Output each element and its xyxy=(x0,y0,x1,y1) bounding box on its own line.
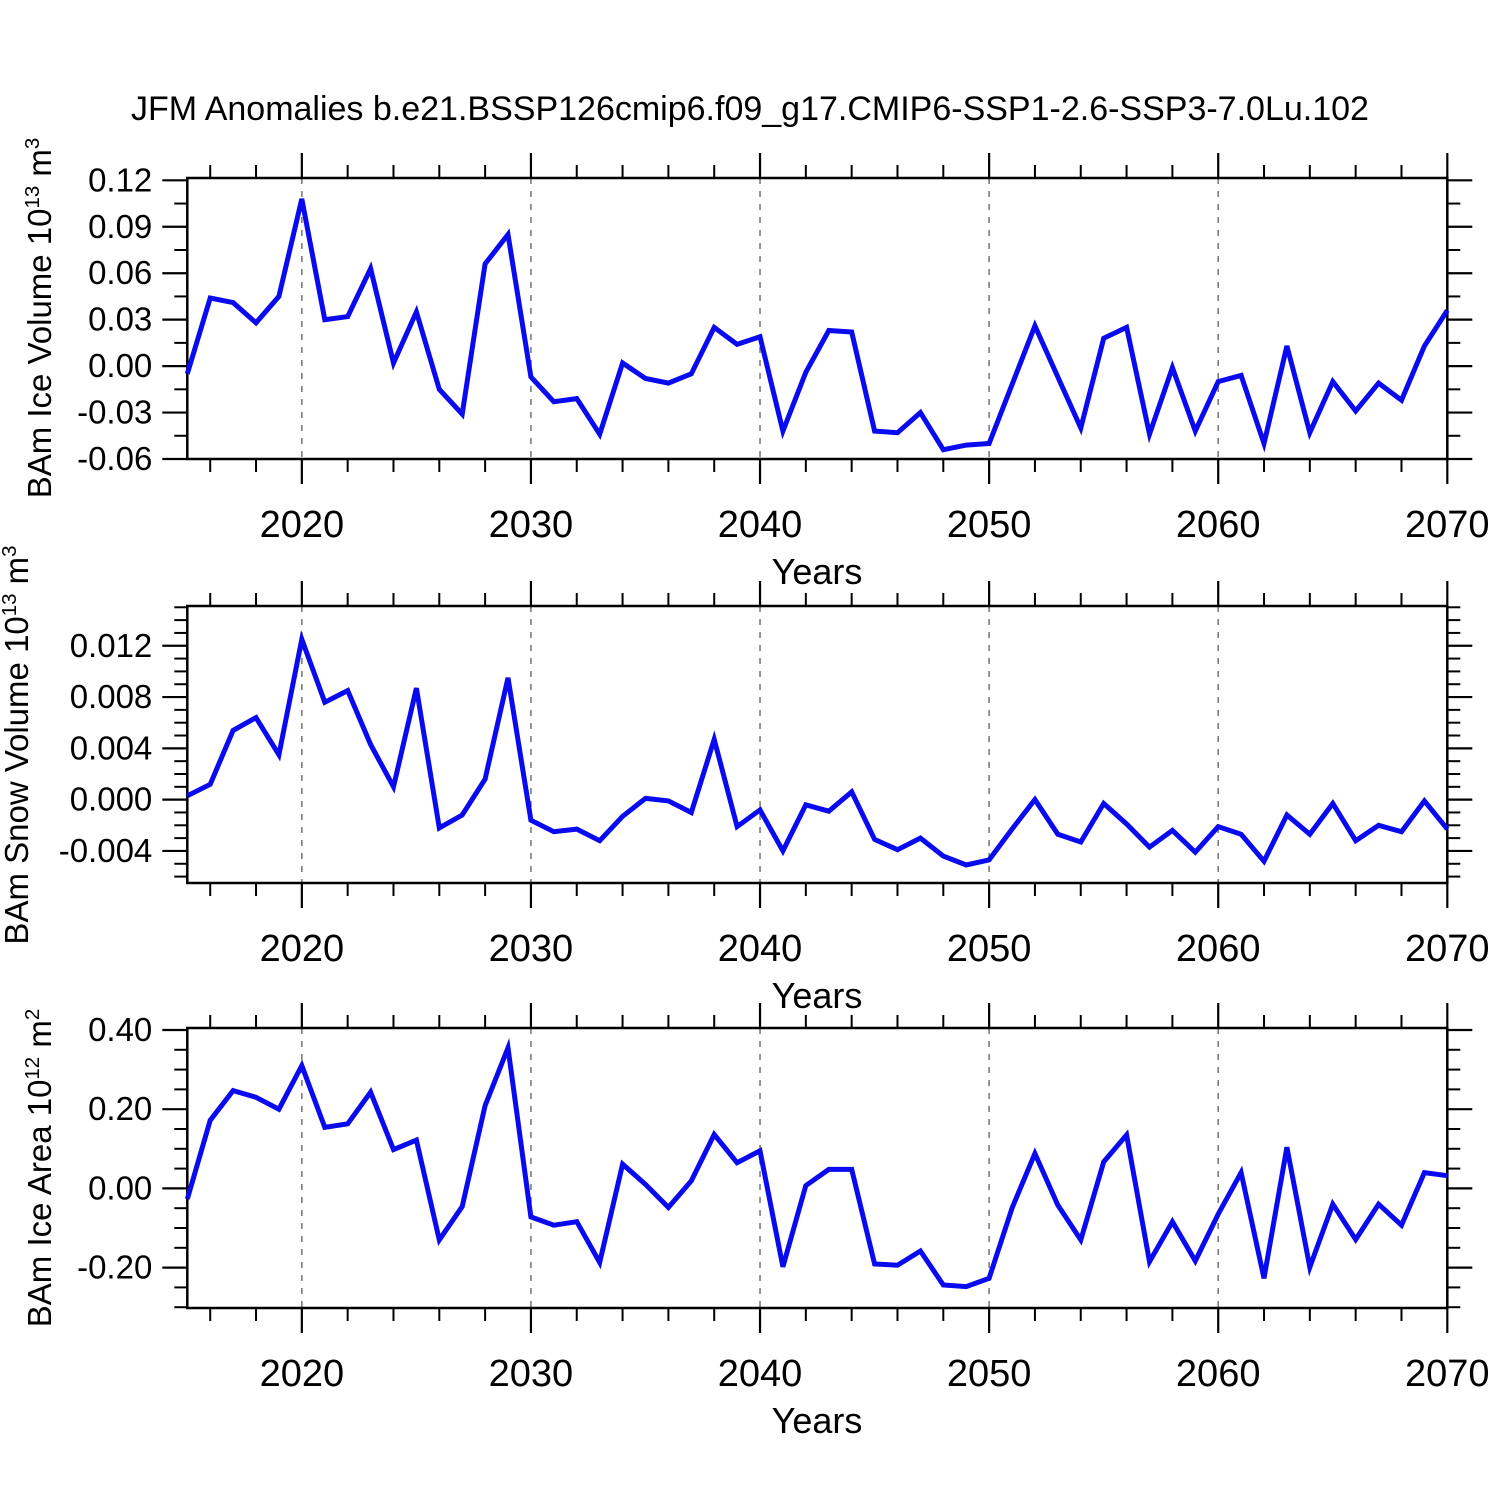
y-tick-label: 0.12 xyxy=(88,161,152,198)
y-tick-label: 0.03 xyxy=(88,301,152,338)
y-tick-label: 0.00 xyxy=(88,347,152,384)
x-tick-label: 2060 xyxy=(1176,504,1261,546)
x-tick-label: 2030 xyxy=(489,928,574,970)
y-tick-label: 0.40 xyxy=(88,1011,152,1048)
x-tick-label: 2030 xyxy=(489,504,574,546)
x-axis-title-years-panel3: Years xyxy=(771,1400,863,1441)
x-tick-label: 2060 xyxy=(1176,928,1261,970)
x-tick-label: 2040 xyxy=(718,928,803,970)
y-axis-title-ice-area: BAm Ice Area 1012 m2 xyxy=(21,1009,59,1327)
y-axis-title-exponent: 12 xyxy=(21,1056,44,1080)
chart-title: JFM Anomalies b.e21.BSSP126cmip6.f09_g17… xyxy=(131,90,1369,128)
y-tick-label: 0.06 xyxy=(88,254,152,291)
y-tick-label: 0.000 xyxy=(70,781,153,818)
y-axis-title-text: BAm Snow Volume 10 xyxy=(0,616,35,945)
y-axis-title-text: BAm Ice Area 10 xyxy=(21,1079,58,1328)
x-tick-label: 2070 xyxy=(1405,504,1490,546)
x-tick-label: 2040 xyxy=(718,504,803,546)
y-axis-title-unit-exponent: 2 xyxy=(21,1008,44,1021)
x-tick-label: 2030 xyxy=(489,1353,574,1395)
y-tick-label: 0.008 xyxy=(70,678,153,715)
y-axis-title-exponent: 13 xyxy=(0,593,21,617)
x-tick-label: 2070 xyxy=(1405,1353,1490,1395)
x-tick-label: 2050 xyxy=(947,1353,1032,1395)
plot-border xyxy=(186,1026,1449,1310)
x-tick-label: 2050 xyxy=(947,928,1032,970)
y-axis-title-unit-exponent: 3 xyxy=(0,545,21,557)
x-tick-label: 2070 xyxy=(1405,928,1490,970)
y-axis-title-unit: m xyxy=(0,556,35,594)
plot-border xyxy=(186,604,1449,885)
y-tick-label: 0.00 xyxy=(88,1169,152,1206)
y-tick-label: -0.20 xyxy=(77,1249,152,1286)
ice-volume-panel: 2020 2030 2040 2050 2060 2070 0.12 0.09 0.06 0.03… xyxy=(77,153,1490,546)
y-axis-title-unit: m xyxy=(21,149,58,186)
x-tick-label: 2060 xyxy=(1176,1353,1261,1395)
y-axis-title-text: BAm Ice Volume 10 xyxy=(21,208,58,499)
y-tick-label: -0.004 xyxy=(59,832,153,869)
x-axis-title-years-panel1: Years xyxy=(771,551,863,592)
x-tick-label: 2050 xyxy=(947,504,1032,546)
plot-border xyxy=(186,176,1449,461)
y-tick-label: -0.06 xyxy=(77,440,152,477)
y-axis-title-snow-volume: BAm Snow Volume 1013 m3 xyxy=(0,545,36,944)
ice-area-data-line xyxy=(184,1037,1448,1290)
y-tick-label: 0.012 xyxy=(70,627,153,664)
y-tick-label: 0.09 xyxy=(88,208,152,245)
x-tick-label: 2020 xyxy=(260,1353,345,1395)
y-axis-title-exponent: 13 xyxy=(21,185,44,209)
ice-area-panel: 2020 2030 2040 2050 2060 2070 0.40 0.20 0.00 -0.2… xyxy=(77,1003,1490,1395)
snow-volume-panel: 2020 2030 2040 2050 2060 2070 0.012 0.008 0.004 0… xyxy=(59,581,1490,970)
x-tick-label: 2020 xyxy=(260,504,345,546)
y-axis-title-ice-volume: BAm Ice Volume 1013 m3 xyxy=(21,138,59,499)
ice-volume-data-line xyxy=(184,198,1450,453)
snow-volume-data-line xyxy=(186,630,1450,868)
x-tick-label: 2020 xyxy=(260,928,345,970)
y-tick-label: -0.03 xyxy=(77,394,152,431)
y-tick-label: 0.004 xyxy=(70,729,153,766)
y-axis-title-unit: m xyxy=(21,1020,58,1057)
y-tick-label: 0.20 xyxy=(88,1090,152,1127)
x-axis-title-years-panel2: Years xyxy=(771,975,863,1016)
y-axis-title-unit-exponent: 3 xyxy=(21,137,44,150)
x-tick-label: 2040 xyxy=(718,1353,803,1395)
